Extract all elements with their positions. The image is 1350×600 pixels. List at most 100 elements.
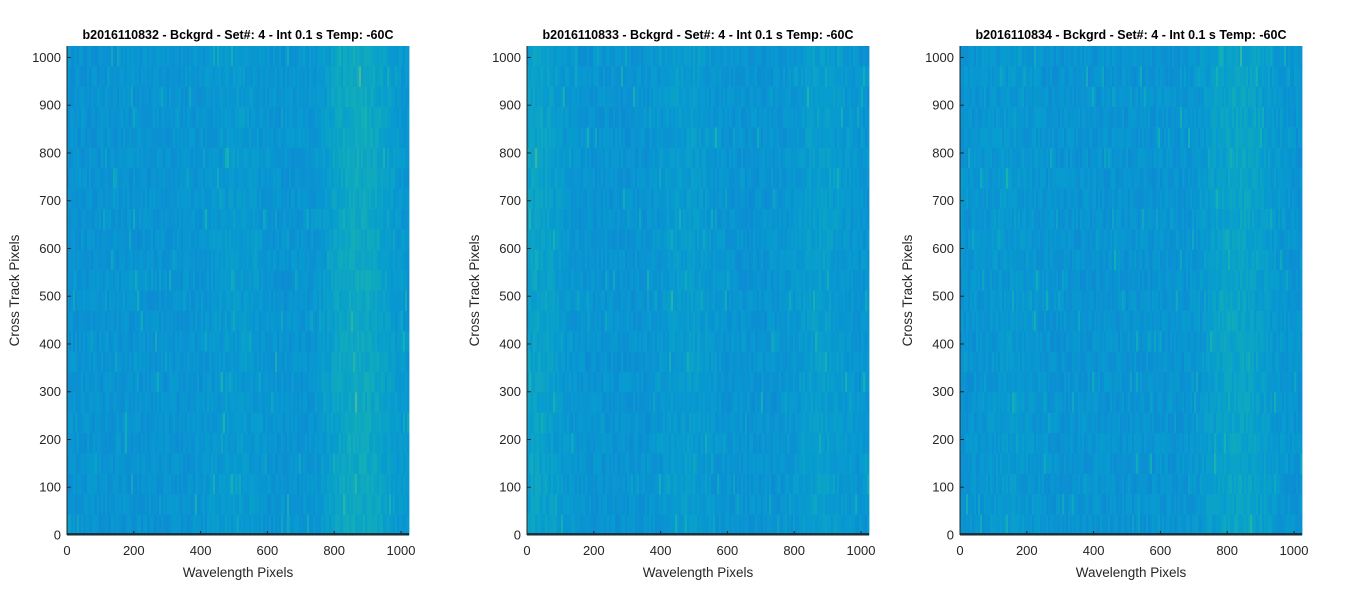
heatmap-cell xyxy=(343,209,346,230)
heatmap-cell xyxy=(141,453,144,475)
heatmap-cell xyxy=(79,86,82,108)
heatmap-cell xyxy=(225,412,228,434)
heatmap-cell xyxy=(115,392,118,414)
heatmap-cell xyxy=(271,229,274,251)
heatmap-cell xyxy=(125,188,128,210)
heatmap-cell xyxy=(375,310,378,332)
heatmap-cell xyxy=(325,168,328,190)
heatmap-cell xyxy=(259,168,262,190)
heatmap-cell xyxy=(277,46,280,67)
heatmap-cell xyxy=(559,188,562,210)
heatmap-cell xyxy=(285,46,288,67)
heatmap-cell xyxy=(149,351,152,373)
heatmap-cell xyxy=(155,66,158,88)
heatmap-cell xyxy=(71,127,74,149)
heatmap-cell xyxy=(575,433,578,454)
heatmap-cell xyxy=(317,188,320,210)
heatmap-cell xyxy=(363,494,366,516)
heatmap-cell xyxy=(69,351,72,373)
heatmap-cell xyxy=(589,433,592,454)
heatmap-cell xyxy=(569,229,572,251)
heatmap-cell xyxy=(169,494,172,516)
heatmap-cell xyxy=(323,270,326,291)
heatmap-cell xyxy=(243,392,246,414)
heatmap-cell xyxy=(269,331,272,353)
heatmap-cell xyxy=(531,147,534,169)
heatmap-cell xyxy=(233,229,236,251)
heatmap-cell xyxy=(93,86,96,108)
heatmap-cell xyxy=(339,310,342,332)
heatmap-cell xyxy=(369,392,372,414)
heatmap-cell xyxy=(133,494,136,516)
heatmap-cell xyxy=(111,229,114,251)
heatmap-cell xyxy=(341,168,344,190)
heatmap-cell xyxy=(547,310,550,332)
heatmap-cell xyxy=(103,331,106,353)
heatmap-cell xyxy=(375,453,378,475)
heatmap-cell xyxy=(291,331,294,353)
heatmap-cell xyxy=(309,351,312,373)
heatmap-cell xyxy=(173,229,176,251)
heatmap-cell xyxy=(367,147,370,169)
heatmap-cell xyxy=(387,392,390,414)
heatmap-cell xyxy=(221,392,224,414)
heatmap-cell xyxy=(357,46,360,67)
heatmap-cell xyxy=(385,188,388,210)
heatmap-cell xyxy=(207,188,210,210)
heatmap-cell xyxy=(187,168,190,190)
heatmap-cell xyxy=(397,107,400,128)
heatmap-cell xyxy=(355,412,358,434)
heatmap-cell xyxy=(125,249,128,271)
heatmap-cell xyxy=(347,331,350,353)
heatmap-cell xyxy=(161,229,164,251)
heatmap-cell xyxy=(243,331,246,353)
heatmap-cell xyxy=(297,147,300,169)
heatmap-cell xyxy=(377,147,380,169)
heatmap-cell xyxy=(81,331,84,353)
heatmap-cell xyxy=(397,392,400,414)
heatmap-cell xyxy=(529,494,532,516)
heatmap-cell xyxy=(73,66,76,88)
heatmap-cell xyxy=(249,86,252,108)
heatmap-cell xyxy=(333,514,336,536)
heatmap-cell xyxy=(391,412,394,434)
heatmap-cell xyxy=(553,351,556,373)
heatmap-cell xyxy=(361,372,364,393)
heatmap-cell xyxy=(589,351,592,373)
heatmap-cell xyxy=(149,392,152,414)
heatmap-cell xyxy=(123,209,126,230)
heatmap-cell xyxy=(221,310,224,332)
heatmap-cell xyxy=(249,412,252,434)
heatmap-cell xyxy=(345,46,348,67)
heatmap-cell xyxy=(217,494,220,516)
heatmap-cell xyxy=(267,453,270,475)
heatmap-cell xyxy=(589,473,592,495)
heatmap-cell xyxy=(543,473,546,495)
heatmap-cell xyxy=(179,188,182,210)
heatmap-cell xyxy=(395,494,398,516)
heatmap-cell xyxy=(355,351,358,373)
heatmap-cell xyxy=(101,494,104,516)
heatmap-cell xyxy=(161,514,164,536)
heatmap-cell xyxy=(119,147,122,169)
heatmap-cell xyxy=(181,372,184,393)
heatmap-cell xyxy=(103,46,106,67)
heatmap-cell xyxy=(357,147,360,169)
heatmap-cell xyxy=(361,473,364,495)
heatmap-cell xyxy=(195,473,198,495)
heatmap-cell xyxy=(589,372,592,393)
heatmap-cell xyxy=(89,351,92,373)
heatmap-cell xyxy=(223,229,226,251)
heatmap-cell xyxy=(145,351,148,373)
heatmap-cell xyxy=(77,127,80,149)
heatmap-cell xyxy=(365,209,368,230)
heatmap-cell xyxy=(593,412,596,434)
heatmap-cell xyxy=(313,310,316,332)
heatmap-panel-1: 0 200 400 600 800 100001002003004005006007008… xyxy=(7,28,415,580)
heatmap-cell xyxy=(263,229,266,251)
heatmap-cell xyxy=(219,412,222,434)
heatmap-cell xyxy=(239,514,242,536)
heatmap-cell xyxy=(335,188,338,210)
heatmap-cell xyxy=(231,168,234,190)
heatmap-cell xyxy=(397,372,400,393)
